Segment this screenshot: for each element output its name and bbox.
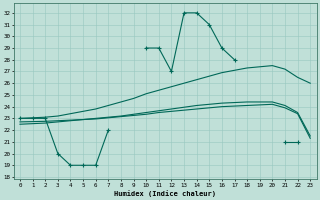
X-axis label: Humidex (Indice chaleur): Humidex (Indice chaleur): [114, 190, 216, 197]
